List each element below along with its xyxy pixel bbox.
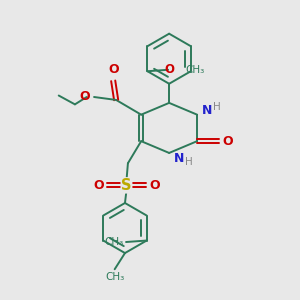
Text: S: S [121, 178, 132, 193]
Text: O: O [93, 179, 104, 192]
Text: H: H [185, 157, 193, 167]
Text: CH₃: CH₃ [186, 65, 205, 75]
Text: O: O [149, 179, 160, 192]
Text: H: H [213, 102, 221, 112]
Text: N: N [202, 104, 212, 117]
Text: O: O [223, 135, 233, 148]
Text: N: N [174, 152, 184, 165]
Text: O: O [108, 63, 119, 76]
Text: CH₃: CH₃ [104, 237, 124, 247]
Text: O: O [80, 91, 90, 103]
Text: O: O [164, 63, 175, 76]
Text: CH₃: CH₃ [105, 272, 124, 282]
